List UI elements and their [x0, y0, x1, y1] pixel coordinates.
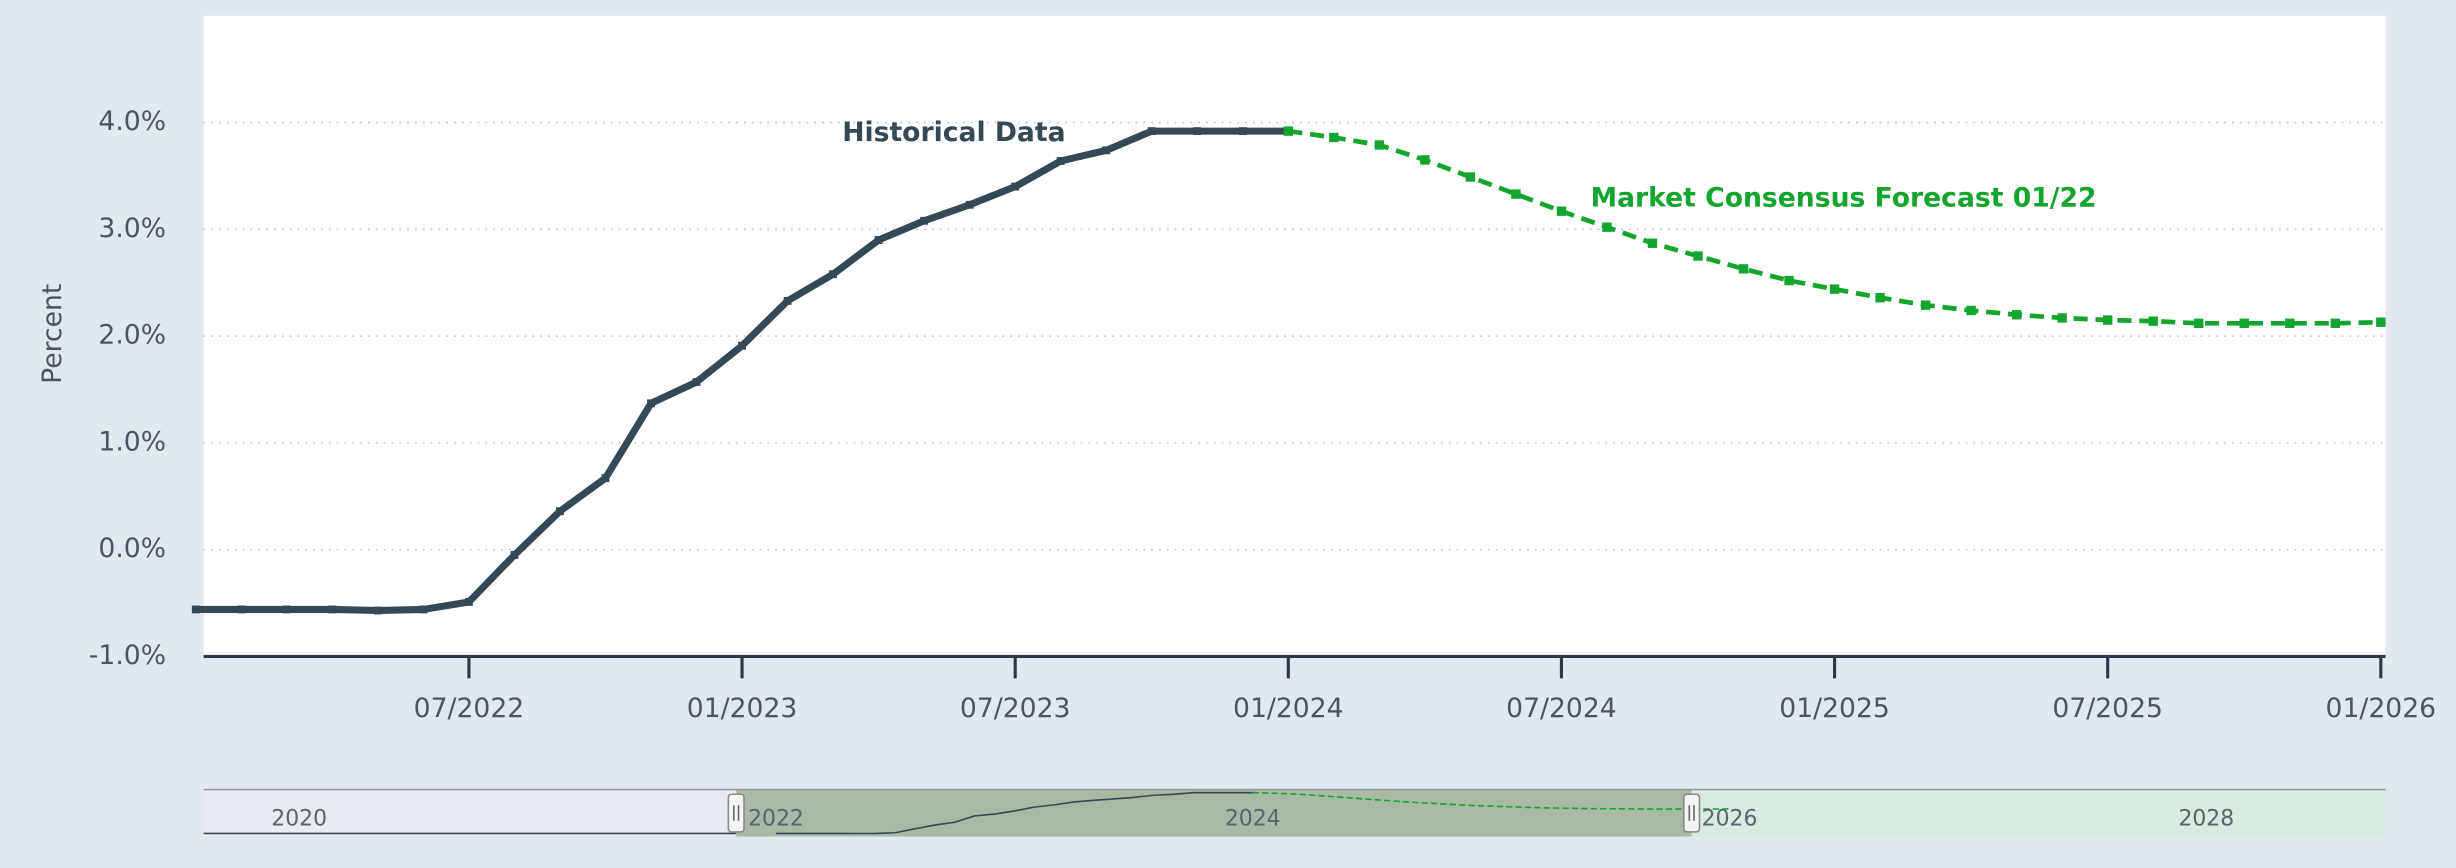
data-point [1374, 140, 1385, 150]
data-point [1283, 126, 1294, 136]
data-point [328, 605, 337, 614]
data-point [2376, 317, 2386, 327]
data-point [1920, 300, 1931, 310]
y-tick-label: 3.0% [98, 213, 166, 244]
data-point [1465, 172, 1476, 182]
x-tick-label: 01/2025 [1779, 693, 1890, 724]
y-tick-label: -1.0% [89, 640, 166, 671]
data-point [920, 216, 929, 225]
plot-area [203, 15, 2386, 657]
navigator-label: 2024 [1225, 806, 1281, 831]
data-point [2330, 318, 2340, 328]
data-point [1238, 127, 1247, 136]
data-point [282, 605, 291, 614]
data-point [1784, 275, 1794, 286]
data-point [373, 606, 382, 615]
data-point [2057, 313, 2067, 323]
data-point [1556, 206, 1567, 216]
navigator-label: 2022 [748, 806, 804, 831]
data-point [601, 474, 610, 483]
data-point [965, 200, 974, 209]
x-tick-label: 01/2023 [687, 693, 798, 724]
data-point [1738, 264, 1749, 274]
x-tick-label: 01/2026 [2326, 693, 2437, 724]
navigator-future [1691, 789, 2386, 837]
data-point [2239, 318, 2249, 328]
data-point [237, 605, 246, 614]
data-point [692, 378, 701, 386]
navigator-handle[interactable] [727, 793, 745, 833]
x-tick-label: 07/2022 [414, 693, 525, 724]
navigator: 2020 2022 2024 2026 2028 [203, 788, 2386, 837]
annotation: Historical Data [842, 117, 1065, 148]
y-tick-label: 4.0% [98, 106, 166, 137]
data-point [2102, 315, 2113, 325]
x-tick-label: 07/2025 [2052, 693, 2163, 724]
data-point [1011, 182, 1020, 191]
data-point [1056, 157, 1065, 165]
data-point [556, 507, 564, 516]
data-point [510, 551, 519, 559]
data-point [1511, 189, 1521, 199]
navigator-range [736, 789, 1692, 837]
x-tick-label: 07/2024 [1506, 693, 1617, 724]
navigator-label: 2028 [2178, 806, 2234, 831]
x-tick-label: 01/2024 [1233, 693, 1344, 724]
data-point [647, 399, 655, 408]
data-point [465, 598, 473, 606]
data-point [1966, 305, 1976, 316]
data-point [2194, 318, 2204, 328]
navigator-line [1252, 791, 1730, 810]
data-point [783, 296, 792, 305]
data-point [1829, 284, 1840, 294]
y-tick-label: 1.0% [98, 426, 166, 457]
navigator-label: 2020 [271, 806, 327, 831]
data-point [1647, 238, 1658, 248]
data-point [829, 270, 838, 279]
data-point [2285, 318, 2295, 328]
navigator-handle[interactable] [1683, 793, 1701, 833]
data-point [874, 236, 883, 244]
data-point [419, 605, 428, 614]
data-point [1693, 251, 1703, 261]
data-point [1329, 132, 1339, 143]
data-point [1602, 222, 1612, 232]
x-tick-label: 07/2023 [960, 693, 1071, 724]
navigator-line [775, 791, 1253, 835]
data-point [1193, 127, 1202, 136]
y-tick-label: 0.0% [98, 533, 166, 564]
data-point [191, 605, 200, 614]
annotation: Market Consensus Forecast 01/22 [1591, 183, 2097, 214]
y-tick-label: 2.0% [98, 320, 166, 351]
data-point [738, 341, 746, 350]
data-point [1875, 292, 1885, 303]
y-axis-label: Percent [37, 284, 68, 384]
data-point [2148, 316, 2158, 326]
data-point [1147, 127, 1156, 136]
navigator-label: 2026 [1702, 806, 1758, 831]
data-point [1102, 146, 1111, 155]
data-point [2011, 310, 2022, 320]
data-point [1420, 155, 1430, 165]
